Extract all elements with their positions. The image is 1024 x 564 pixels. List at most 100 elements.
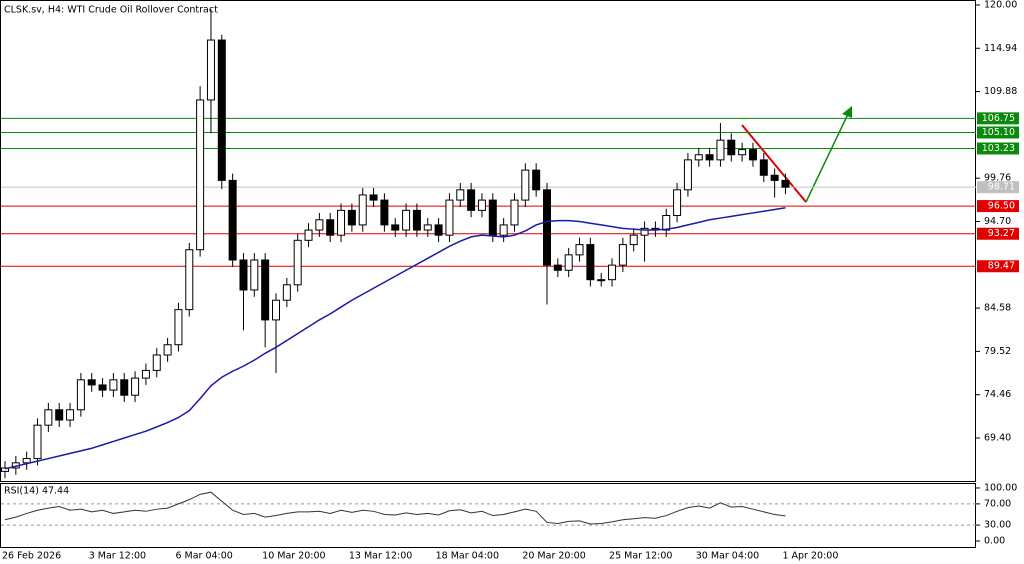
level-label: 89.47 <box>988 261 1015 272</box>
candle-body <box>1 467 9 472</box>
x-tick-label: 13 Mar 12:00 <box>349 551 412 562</box>
candle-body <box>206 39 215 101</box>
candle-body <box>326 219 335 236</box>
candle-body <box>174 309 183 346</box>
rsi-line <box>4 491 786 525</box>
main-frame <box>0 0 976 482</box>
y-tick-label: 79.52 <box>984 346 1011 357</box>
x-tick-label: 18 Mar 04:00 <box>436 551 499 562</box>
candle-body <box>109 379 118 391</box>
x-tick-label: 6 Mar 04:00 <box>175 551 232 562</box>
arrow-head <box>842 106 852 118</box>
candle-body <box>445 199 454 236</box>
candle-body <box>716 139 725 161</box>
candle-body <box>87 379 96 386</box>
y-tick-label: 69.40 <box>984 433 1011 444</box>
candle-body <box>120 379 129 396</box>
y-tick-label: 70.00 <box>984 498 1011 509</box>
candle-body <box>315 219 324 231</box>
trend-line <box>741 124 807 203</box>
x-tick-label: 26 Feb 2026 <box>2 551 61 562</box>
level-tag <box>977 126 1019 139</box>
candle-body <box>467 189 476 211</box>
candle-body <box>304 229 313 241</box>
candle-body <box>477 199 486 211</box>
candle-body <box>586 244 595 281</box>
candle-body <box>456 189 465 201</box>
candle-body <box>618 244 627 266</box>
candle-body <box>683 159 692 191</box>
y-tick-label: 100.00 <box>984 482 1017 493</box>
x-tick-label: 3 Mar 12:00 <box>89 551 146 562</box>
x-tick-label: 30 Mar 04:00 <box>696 551 759 562</box>
x-tick-label: 20 Mar 20:00 <box>522 551 585 562</box>
level-label: 96.50 <box>988 201 1015 212</box>
candle-body <box>163 344 172 356</box>
candle-body <box>239 259 248 291</box>
candle-body <box>66 409 75 421</box>
y-tick-label: 74.46 <box>984 389 1011 400</box>
candle-body <box>55 409 64 421</box>
candle-body <box>98 384 107 391</box>
candle-body <box>228 179 237 261</box>
candle-body <box>196 99 205 251</box>
y-tick-label: 114.94 <box>984 43 1017 54</box>
candle-body <box>738 149 747 156</box>
y-tick-label: 109.88 <box>984 86 1017 97</box>
candle-body <box>727 139 736 156</box>
candle-body <box>553 264 562 271</box>
candle-body <box>705 154 714 161</box>
candle-body <box>597 279 606 282</box>
candle-body <box>402 209 411 231</box>
candle-body <box>152 354 161 371</box>
candle-body <box>261 259 270 321</box>
level-label: 106.75 <box>982 113 1015 124</box>
candle-body <box>44 409 53 426</box>
rsi-title: RSI(14) 47.44 <box>4 486 69 497</box>
rsi-frame <box>0 483 976 548</box>
candle-body <box>76 379 85 411</box>
candle-body <box>141 369 150 379</box>
x-tick-label: 10 Mar 20:00 <box>262 551 325 562</box>
candle-body <box>358 194 367 226</box>
candle-body <box>185 249 194 311</box>
level-label: 103.23 <box>982 143 1015 154</box>
candle-body <box>337 209 346 236</box>
candle-body <box>532 169 541 191</box>
y-tick-label: 30.00 <box>984 520 1011 531</box>
level-tag <box>977 112 1019 125</box>
candle-body <box>250 259 259 291</box>
candle-body <box>272 299 280 321</box>
candle-body <box>434 224 443 236</box>
candle-body <box>629 234 638 246</box>
candle-body <box>575 244 584 256</box>
candle-body <box>608 264 617 281</box>
candle-body <box>770 174 779 181</box>
level-label: 98.71 <box>988 182 1015 193</box>
y-tick-label: 94.70 <box>984 216 1011 227</box>
x-tick-label: 25 Mar 12:00 <box>609 551 672 562</box>
y-tick-label: 99.76 <box>984 173 1011 184</box>
candle-body <box>510 199 519 226</box>
candle-body <box>488 199 497 236</box>
x-tick-label: 1 Apr 20:00 <box>782 551 838 562</box>
y-tick-label: 120.00 <box>984 0 1017 10</box>
candle-body <box>499 224 508 236</box>
y-tick-label: 84.58 <box>984 303 1011 314</box>
candle-body <box>217 39 226 181</box>
candle-body <box>369 194 378 201</box>
level-tag <box>977 260 1019 273</box>
candle-body <box>564 254 573 271</box>
level-tag <box>977 181 1019 194</box>
moving-average <box>4 207 786 470</box>
candle-body <box>22 458 31 464</box>
candle-body <box>347 209 356 226</box>
projection-arrow <box>805 113 849 203</box>
level-label: 93.27 <box>988 228 1015 239</box>
candle-body <box>781 179 790 188</box>
candle-body <box>423 224 432 231</box>
level-tag <box>977 200 1019 213</box>
level-tag <box>977 227 1019 240</box>
candle-body <box>694 154 703 161</box>
